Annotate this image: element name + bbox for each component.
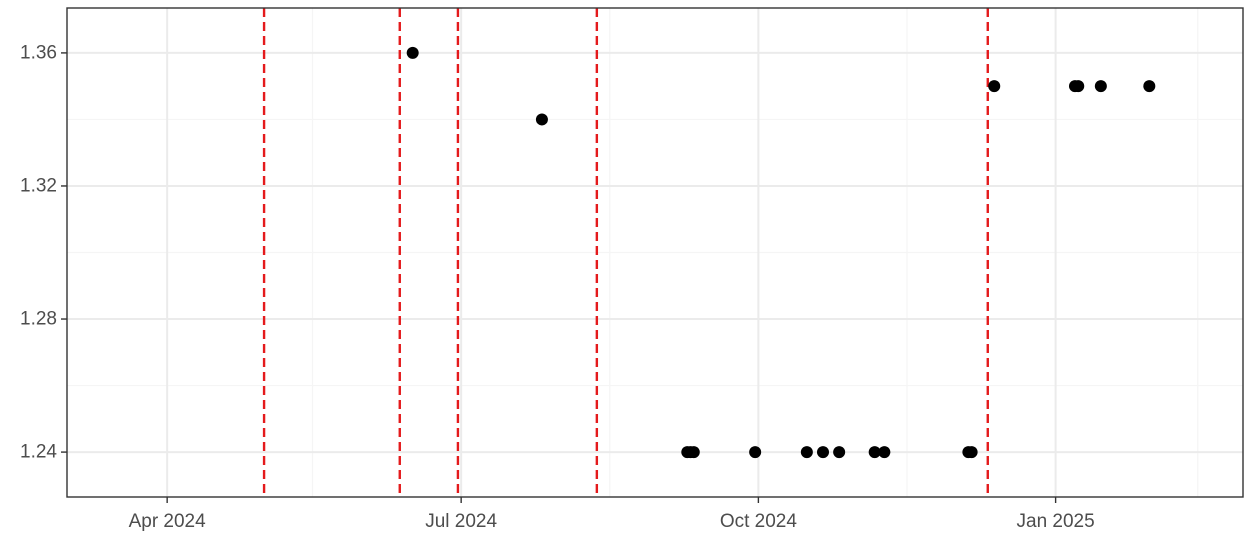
x-tick-label: Jul 2024 xyxy=(425,511,497,532)
y-tick-label: 1.24 xyxy=(20,442,57,463)
data-point xyxy=(801,446,813,458)
x-tick-label: Jan 2025 xyxy=(1017,511,1095,532)
data-point xyxy=(966,446,978,458)
data-point xyxy=(688,446,700,458)
data-point xyxy=(749,446,761,458)
y-tick-label: 1.36 xyxy=(20,42,57,63)
data-point xyxy=(988,80,1000,92)
data-point xyxy=(833,446,845,458)
y-tick-label: 1.28 xyxy=(20,309,57,330)
data-point xyxy=(1095,80,1107,92)
data-point xyxy=(536,113,548,125)
data-point xyxy=(878,446,890,458)
data-point xyxy=(817,446,829,458)
data-point xyxy=(1143,80,1155,92)
x-tick-label: Oct 2024 xyxy=(720,511,798,532)
data-point xyxy=(1072,80,1084,92)
data-point xyxy=(407,47,419,59)
y-tick-label: 1.32 xyxy=(20,175,57,196)
x-tick-label: Apr 2024 xyxy=(129,511,207,532)
